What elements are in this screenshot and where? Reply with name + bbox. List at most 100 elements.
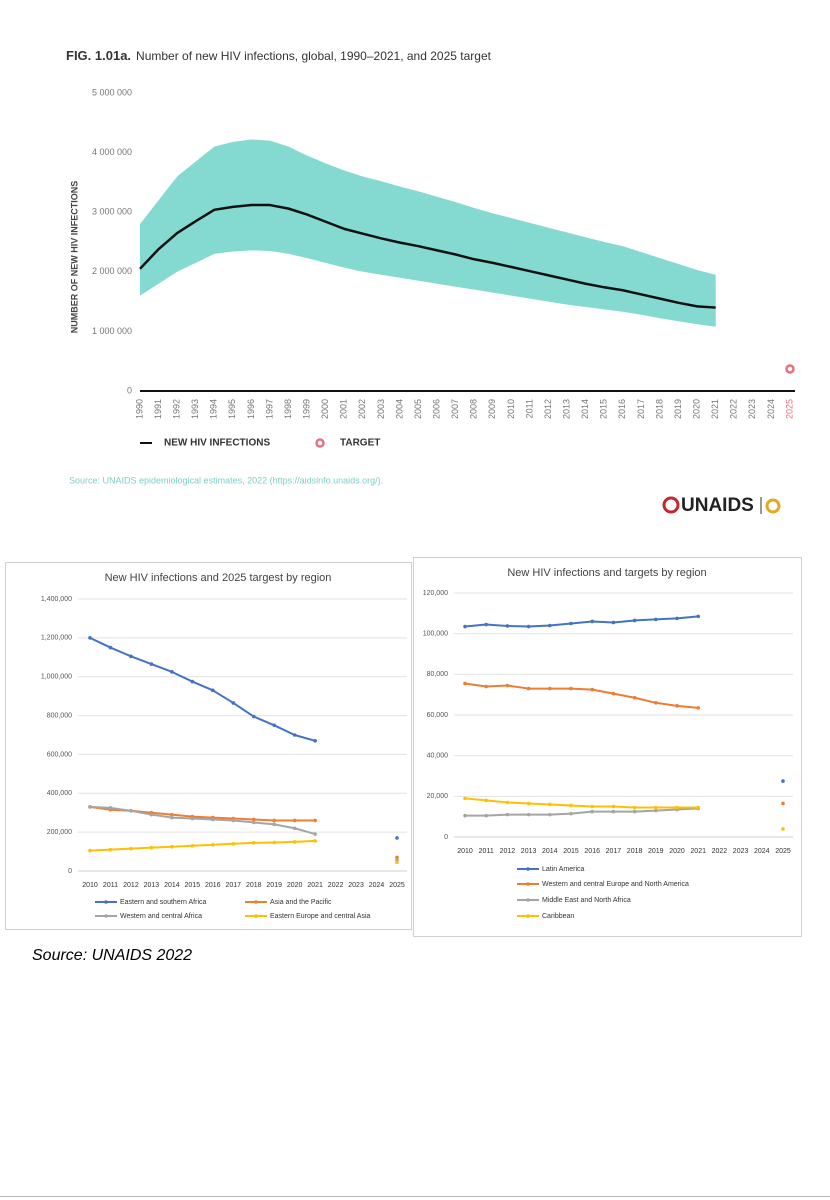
title-text: Number of new HIV infections, global, 19… <box>136 49 492 63</box>
point-marker <box>781 827 785 831</box>
page-edge <box>0 1196 830 1197</box>
logo: UNAIDS <box>681 495 754 516</box>
point-marker <box>211 688 215 693</box>
point-marker <box>569 686 573 691</box>
x-tick-label: 2012 <box>500 848 516 855</box>
point-marker <box>484 684 489 689</box>
point-marker <box>313 839 317 843</box>
legend-swatch-marker <box>526 914 530 918</box>
x-tick-label: 2016 <box>584 848 600 855</box>
point-marker <box>272 822 277 827</box>
y-tick-label: 200,000 <box>47 829 72 836</box>
x-tick-label: 2008 <box>469 399 479 419</box>
point-marker <box>675 616 679 621</box>
point-marker <box>395 855 399 860</box>
legend-swatch-marker <box>254 914 258 918</box>
point-marker <box>170 670 174 674</box>
x-tick-label: 2024 <box>754 848 770 855</box>
point-marker <box>190 679 195 684</box>
point-marker <box>569 621 573 626</box>
point-marker <box>632 805 637 810</box>
x-tick-label: 2007 <box>450 399 460 419</box>
point-marker <box>505 683 510 688</box>
point-marker <box>313 818 317 823</box>
y-tick-label: 400,000 <box>47 790 72 797</box>
point-marker <box>231 842 236 846</box>
y-tick-label: 0 <box>444 834 448 841</box>
legend-label: Caribbean <box>542 913 574 920</box>
x-tick-label: 2019 <box>648 848 664 855</box>
point-marker <box>569 803 573 808</box>
point-marker <box>129 808 133 813</box>
x-tick-label: 2018 <box>654 399 664 419</box>
x-tick-label: 1991 <box>153 399 163 419</box>
point-marker <box>463 813 467 818</box>
point-marker <box>526 801 531 806</box>
x-tick-label: 2010 <box>82 882 98 889</box>
point-marker <box>505 624 510 628</box>
chart-frame <box>5 562 412 930</box>
point-marker <box>526 624 531 629</box>
point-marker <box>484 813 489 818</box>
point-marker <box>170 815 174 820</box>
x-tick-label: 2010 <box>457 848 473 855</box>
point-marker <box>292 818 297 823</box>
series-line <box>464 682 699 709</box>
point-marker <box>463 681 467 686</box>
chart-title: New HIV infections and targets by region <box>507 567 706 579</box>
point-marker <box>526 686 531 691</box>
point-marker <box>211 842 215 847</box>
point-marker <box>654 617 658 622</box>
point-marker <box>569 811 573 816</box>
y-tick-label: 1,400,000 <box>41 596 72 603</box>
x-tick-label: 2020 <box>692 399 702 419</box>
point-marker <box>272 818 277 823</box>
point-marker <box>170 844 174 849</box>
point-marker <box>590 619 594 624</box>
x-tick-label: 2018 <box>627 848 643 855</box>
y-axis-label: NUMBER OF NEW HIV INFECTIONS <box>69 181 79 334</box>
x-tick-label: 2023 <box>747 399 757 419</box>
source-note: Source: UNAIDS 2022 <box>32 947 193 964</box>
chart-frame <box>413 557 802 937</box>
point-marker <box>611 620 616 625</box>
point-marker <box>129 654 133 659</box>
series-line <box>464 797 699 809</box>
y-tick-label: 1,000,000 <box>41 674 72 681</box>
point-marker <box>463 624 467 629</box>
point-marker <box>190 816 195 821</box>
series-line <box>139 203 716 309</box>
x-tick-label: 2022 <box>729 399 739 419</box>
legend-swatch-marker <box>526 867 530 871</box>
point-marker <box>484 622 489 627</box>
y-tick-label: 1 000 000 <box>92 326 132 336</box>
logo-sdg <box>765 498 781 514</box>
x-tick-label: 1994 <box>209 399 219 419</box>
point-marker <box>272 840 277 845</box>
x-tick-label: 2013 <box>521 848 537 855</box>
x-tick-label: 2023 <box>733 848 749 855</box>
point-marker <box>654 701 658 705</box>
x-tick-label: 1998 <box>283 399 293 419</box>
point-marker <box>611 809 616 814</box>
y-tick-label: 600,000 <box>47 751 72 758</box>
x-tick-label: 2023 <box>348 882 364 889</box>
legend-label: Eastern Europe and central Asia <box>270 913 371 920</box>
point-marker <box>632 809 637 814</box>
x-tick-label: 2016 <box>205 882 221 889</box>
point-marker <box>505 800 510 805</box>
point-marker <box>231 701 236 705</box>
x-tick-label: 2021 <box>710 399 720 419</box>
point-marker <box>149 662 154 666</box>
y-tick-label: 20,000 <box>427 793 449 800</box>
point-marker <box>675 704 679 708</box>
point-marker <box>108 806 113 810</box>
point-marker <box>149 845 154 850</box>
series-line <box>464 615 699 628</box>
series-line <box>89 636 316 742</box>
point-marker <box>696 614 700 619</box>
legend-swatch-marker <box>104 914 108 918</box>
x-tick-label: 2005 <box>413 399 423 419</box>
legend-label: NEW HIV INFECTIONS <box>164 438 270 449</box>
